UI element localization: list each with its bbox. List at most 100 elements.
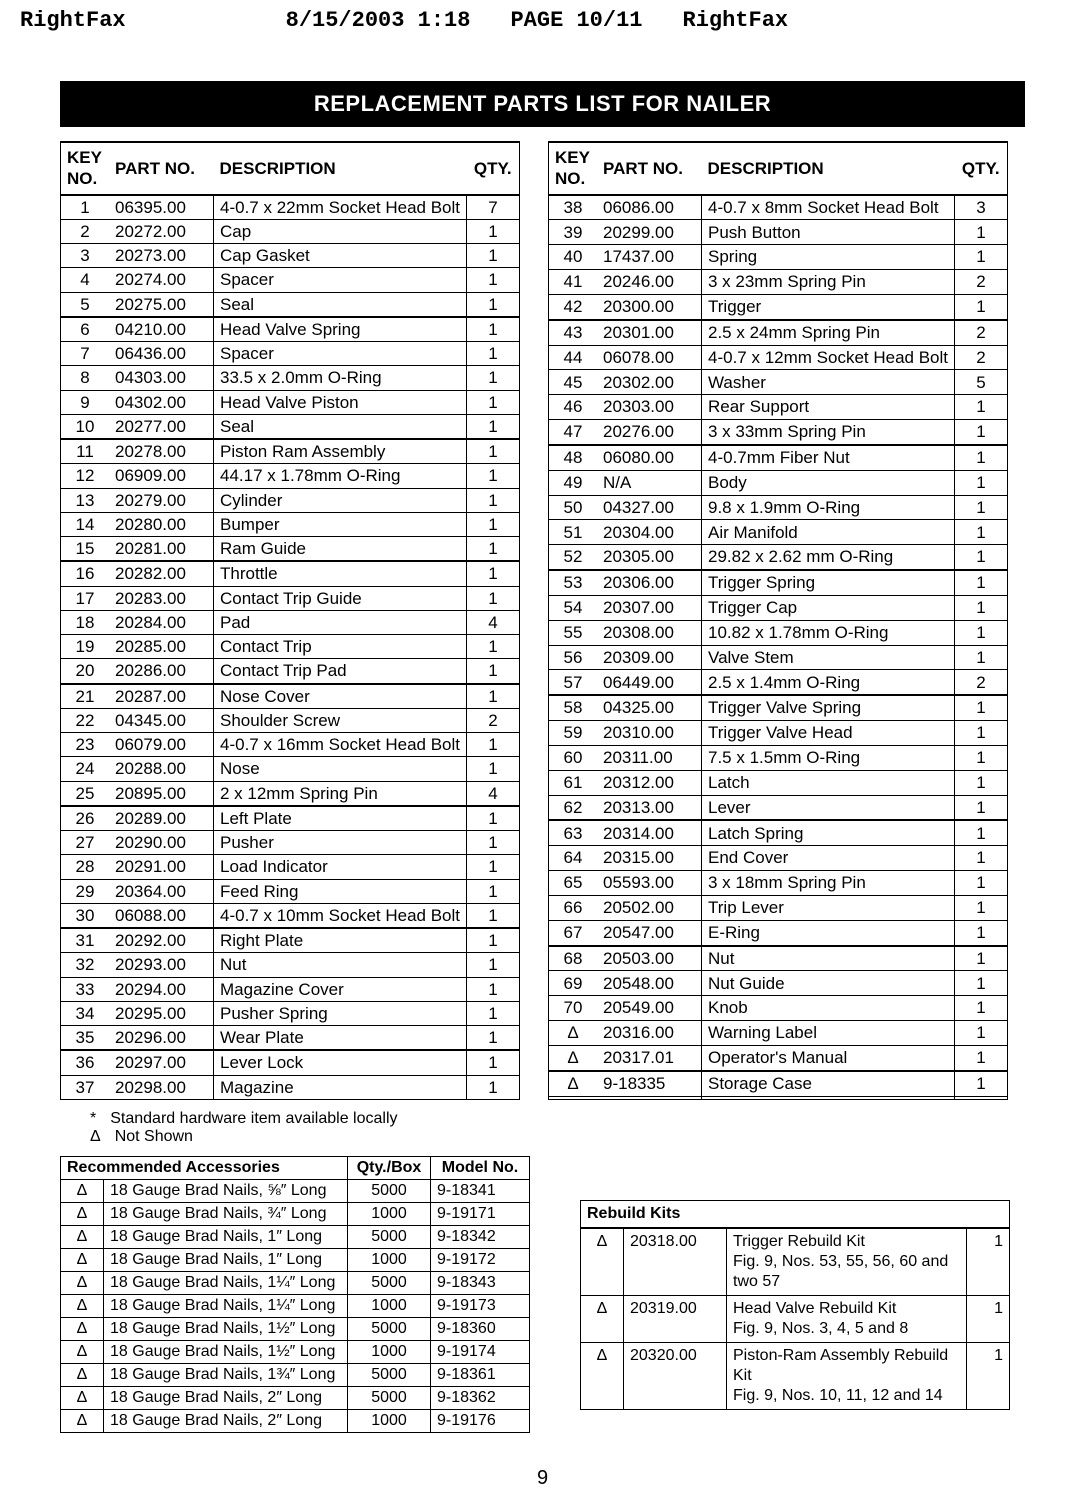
cell-desc: 3 x 33mm Spring Pin: [702, 420, 955, 445]
table-row: 4620303.00Rear Support1: [549, 395, 1008, 420]
table-row: 904302.00Head Valve Piston1: [61, 390, 520, 414]
cell-part: 20246.00: [597, 270, 702, 295]
cell-symbol: Δ: [61, 1248, 104, 1271]
table-row: Δ18 Gauge Brad Nails, ¾″ Long10009-19171: [61, 1202, 530, 1225]
page-number: 9: [60, 1467, 1025, 1490]
cell-part: 04303.00: [109, 366, 214, 390]
cell-key: 46: [549, 395, 598, 420]
table-row: Δ20317.01Operator's Manual1: [549, 1045, 1008, 1070]
cell-key: 34: [61, 1001, 110, 1025]
lower-tables-wrap: Recommended Accessories Qty./Box Model N…: [60, 1152, 1025, 1433]
cell-desc: Piston Ram Assembly: [214, 439, 467, 464]
cell-qty: 1: [467, 488, 520, 512]
table-row: Δ9-18335Storage Case1: [549, 1071, 1008, 1096]
table-row: 3006088.004-0.7 x 10mm Socket Head Bolt1: [61, 903, 520, 928]
cell-qty: 1: [467, 928, 520, 953]
table-row: Δ20319.00Head Valve Rebuild Kit Fig. 9, …: [581, 1295, 1010, 1342]
cell-qty: 1: [467, 1026, 520, 1051]
cell-part: 06449.00: [597, 670, 702, 695]
cell-part: 20295.00: [109, 1001, 214, 1025]
table-row: Δ18 Gauge Brad Nails, 2″ Long50009-18362: [61, 1386, 530, 1409]
cell-desc: 2.5 x 24mm Spring Pin: [702, 320, 955, 345]
table-row: 4017437.00Spring1: [549, 245, 1008, 270]
cell-key: 27: [61, 831, 110, 855]
cell-part: 20301.00: [597, 320, 702, 345]
col-key: KEY NO.: [61, 142, 110, 195]
cell-qty: 1: [955, 745, 1008, 770]
cell-key: 1: [61, 195, 110, 220]
table-row: 5920310.00Trigger Valve Head1: [549, 721, 1008, 746]
cell-model: 9-18342: [431, 1225, 530, 1248]
footnote-delta-symbol: Δ: [90, 1128, 101, 1146]
cell-part: 20288.00: [109, 757, 214, 781]
cell-qty: 1: [955, 695, 1008, 720]
cell-qty: 1: [467, 439, 520, 464]
cell-key: 25: [61, 781, 110, 806]
cell-part: 06080.00: [597, 445, 702, 470]
cell-desc: Trigger Spring: [702, 570, 955, 595]
cell-desc: Spacer: [214, 268, 467, 292]
cell-part: N/A: [597, 470, 702, 495]
cell-key: 42: [549, 294, 598, 319]
cell-key: 51: [549, 520, 598, 545]
cell-qty: 1: [955, 871, 1008, 896]
cell-part: 20547.00: [597, 920, 702, 945]
cell-key: 64: [549, 846, 598, 871]
cell-key: 9: [61, 390, 110, 414]
cell-symbol: Δ: [61, 1202, 104, 1225]
cell-symbol: Δ: [581, 1295, 624, 1342]
cell-desc: 4-0.7 x 10mm Socket Head Bolt: [214, 903, 467, 928]
table-row: 2420288.00Nose1: [61, 757, 520, 781]
col-part: PART NO.: [109, 142, 214, 195]
cell-desc: 18 Gauge Brad Nails, 1¼″ Long: [104, 1294, 348, 1317]
cell-desc: Nut Guide: [702, 971, 955, 996]
cell-desc: Seal: [214, 292, 467, 317]
col-part: PART NO.: [597, 142, 702, 195]
cell-part: 20299.00: [597, 220, 702, 245]
table-row: Δ18 Gauge Brad Nails, 1″ Long50009-18342: [61, 1225, 530, 1248]
cell-desc: Warning Label: [702, 1021, 955, 1046]
cell-part: 20279.00: [109, 488, 214, 512]
cell-desc: E-Ring: [702, 920, 955, 945]
cell-desc: Bumper: [214, 512, 467, 536]
cell-key: 16: [61, 561, 110, 586]
cell-desc: Body: [702, 470, 955, 495]
fax-date: 8/15/2003 1:18: [286, 8, 471, 33]
table-row: 4806080.004-0.7mm Fiber Nut1: [549, 445, 1008, 470]
cell-qty: 2: [955, 270, 1008, 295]
table-row: 2020286.00Contact Trip Pad1: [61, 659, 520, 684]
cell-desc: Right Plate: [214, 928, 467, 953]
cell-desc: Operator's Manual: [702, 1045, 955, 1070]
cell-qty: 1: [467, 635, 520, 659]
table-row: 5004327.009.8 x 1.9mm O-Ring1: [549, 495, 1008, 520]
cell-qty: 1: [955, 395, 1008, 420]
cell-qty: 1: [467, 831, 520, 855]
cell-part: 20895.00: [109, 781, 214, 806]
cell-qty: 1: [955, 520, 1008, 545]
cell-part: 20320.00: [624, 1342, 727, 1409]
parts-tables-wrap: KEY NO. PART NO. DESCRIPTION QTY. 106395…: [60, 141, 1025, 1100]
cell-qty: 1: [955, 294, 1008, 319]
cell-key: 14: [61, 512, 110, 536]
cell-qty: 1: [467, 1075, 520, 1099]
cell-part: 20311.00: [597, 745, 702, 770]
table-row: 1720283.00Contact Trip Guide1: [61, 586, 520, 610]
table-row: 2920364.00Feed Ring1: [61, 879, 520, 903]
cell-qty: 1: [955, 1071, 1008, 1096]
cell-key: 62: [549, 795, 598, 820]
col-desc: DESCRIPTION: [214, 142, 467, 195]
table-row: 6620502.00Trip Lever1: [549, 895, 1008, 920]
table-row: 6020311.007.5 x 1.5mm O-Ring1: [549, 745, 1008, 770]
table-row: 3920299.00Push Button1: [549, 220, 1008, 245]
cell-part: 20298.00: [109, 1075, 214, 1099]
cell-qty: 1: [955, 1045, 1008, 1070]
table-row: 1620282.00Throttle1: [61, 561, 520, 586]
cell-part: 04325.00: [597, 695, 702, 720]
cell-key: 15: [61, 537, 110, 562]
accessories-table: Recommended Accessories Qty./Box Model N…: [60, 1156, 530, 1433]
cell-qty: 1: [467, 414, 520, 439]
cell-desc: 2.5 x 1.4mm O-Ring: [702, 670, 955, 695]
cell-qty: 2: [955, 670, 1008, 695]
cell-key: 35: [61, 1026, 110, 1051]
cell-key: 7: [61, 342, 110, 366]
